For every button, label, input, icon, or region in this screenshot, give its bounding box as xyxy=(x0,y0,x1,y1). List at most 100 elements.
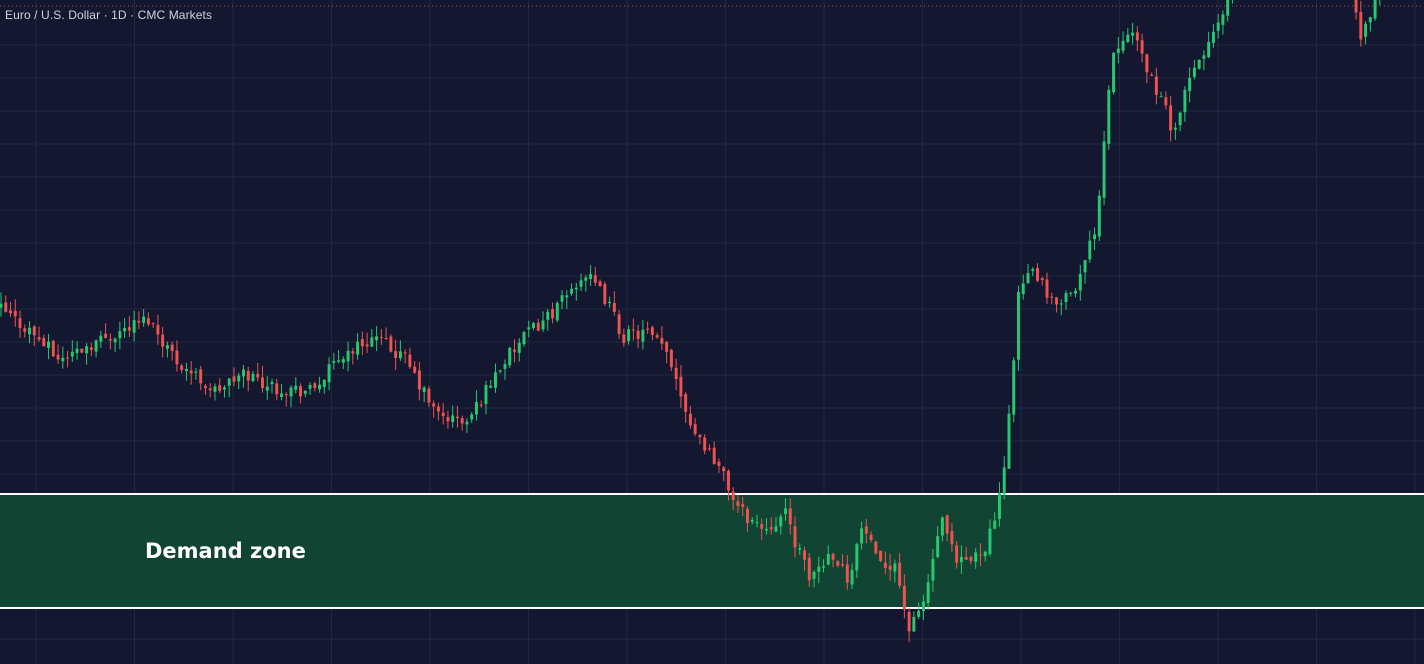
candle-body xyxy=(841,564,845,566)
candle-body xyxy=(0,303,3,308)
candle-body xyxy=(1002,467,1006,495)
candle xyxy=(769,517,773,535)
candle-body xyxy=(1150,74,1154,76)
candle-body xyxy=(883,562,887,569)
candle-body xyxy=(803,550,806,560)
candle xyxy=(142,309,146,327)
candle-body xyxy=(261,377,264,388)
candle xyxy=(1154,67,1158,105)
candle xyxy=(926,573,930,610)
candle-body xyxy=(931,558,935,581)
candle-body xyxy=(726,470,730,491)
candle xyxy=(731,487,735,511)
candle xyxy=(959,545,963,574)
candle xyxy=(902,574,906,619)
candle-body xyxy=(1169,105,1173,131)
candle xyxy=(289,385,293,408)
candle xyxy=(646,321,650,334)
candle-body xyxy=(308,385,312,389)
candle xyxy=(161,326,165,358)
candle xyxy=(1059,299,1063,316)
candle xyxy=(1140,33,1144,63)
demand-zone-fill[interactable] xyxy=(0,494,1424,608)
candle-body xyxy=(532,323,535,329)
candle xyxy=(4,295,8,313)
candle-body xyxy=(850,569,854,585)
candle xyxy=(1354,0,1358,20)
candle-body xyxy=(864,526,868,534)
candle-body xyxy=(446,417,450,422)
candle xyxy=(37,326,41,342)
candle xyxy=(61,346,65,369)
candle-body xyxy=(56,354,60,360)
candle xyxy=(1007,404,1011,469)
candle xyxy=(1226,0,1230,22)
candle xyxy=(1074,287,1078,298)
candle-body xyxy=(641,329,645,342)
candle xyxy=(617,310,621,339)
candle xyxy=(969,555,973,565)
candle xyxy=(955,541,959,569)
candle-body xyxy=(1354,0,1358,13)
candle xyxy=(750,517,754,525)
candle xyxy=(631,318,635,341)
candle xyxy=(831,552,835,568)
candle-body xyxy=(988,528,992,555)
candle xyxy=(1192,59,1196,80)
candle xyxy=(822,559,826,573)
candle-body xyxy=(156,324,160,335)
candle-body xyxy=(1121,40,1125,51)
candle-body xyxy=(669,349,673,368)
demand-zone[interactable] xyxy=(0,493,1424,609)
candle xyxy=(745,506,749,532)
candle xyxy=(318,376,322,393)
symbol-title: Euro / U.S. Dollar · 1D · CMC Markets xyxy=(5,8,213,22)
candle-body xyxy=(1368,17,1372,23)
candle xyxy=(1055,297,1058,313)
candle-body xyxy=(37,337,41,340)
candle-body xyxy=(1064,293,1068,303)
candle xyxy=(641,319,645,350)
candle-body xyxy=(631,329,635,331)
candle-body xyxy=(322,379,326,387)
candle-body xyxy=(964,556,968,560)
candle-body xyxy=(194,371,198,373)
candle-body xyxy=(237,375,241,382)
candle-body xyxy=(146,318,150,325)
candle-body xyxy=(1164,97,1168,106)
candle-body xyxy=(108,339,112,341)
candle xyxy=(1116,37,1120,64)
candle xyxy=(584,274,588,292)
candle-body xyxy=(379,336,383,338)
candle xyxy=(774,516,778,533)
candle xyxy=(32,325,36,347)
candle-body xyxy=(413,366,417,373)
candle xyxy=(1368,16,1372,32)
candle-body xyxy=(1126,34,1130,42)
candle xyxy=(893,559,897,583)
candle-body xyxy=(489,385,493,388)
candle-body xyxy=(1116,48,1120,54)
candle-body xyxy=(698,434,702,438)
candle-body xyxy=(551,309,555,319)
candle-body xyxy=(993,520,997,529)
candle-body xyxy=(375,336,379,341)
candle-body xyxy=(1026,273,1030,284)
candle-body xyxy=(32,326,36,336)
candle-body xyxy=(498,370,502,372)
candle xyxy=(551,302,555,324)
candle-body xyxy=(983,551,987,557)
candle-body xyxy=(341,359,345,363)
candle-body xyxy=(684,394,688,412)
candle-body xyxy=(907,611,911,632)
candle xyxy=(80,348,84,354)
candle-body xyxy=(275,383,279,395)
candle-body xyxy=(104,333,108,338)
candle xyxy=(693,418,697,437)
candle-body xyxy=(203,385,207,389)
candle-body xyxy=(722,467,726,472)
candle-body xyxy=(546,311,550,320)
candle-body xyxy=(812,571,816,579)
